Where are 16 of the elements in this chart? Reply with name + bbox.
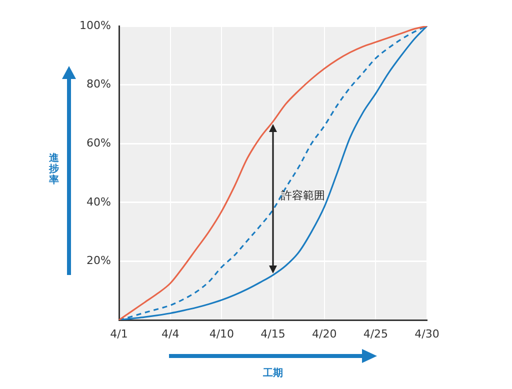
y-tick-label: 80% — [86, 78, 111, 91]
x-tick-label: 4/25 — [363, 327, 388, 340]
annotation: 許容範囲 — [281, 189, 325, 202]
x-tick-label: 4/4 — [161, 327, 180, 340]
x-tick-label: 4/30 — [414, 327, 440, 340]
x-tick-label: 4/1 — [110, 327, 128, 340]
x-tick-label: 4/15 — [260, 327, 286, 340]
y-tick-label: 100% — [80, 18, 111, 32]
y-tick-label: 60% — [86, 136, 111, 150]
x-tick-label: 4/20 — [312, 327, 337, 340]
y-tick-label: 40% — [86, 195, 111, 208]
x-tick-label: 4/10 — [209, 327, 234, 340]
x-axis-title: 工期 — [263, 366, 283, 380]
y-axis-title: 進捗率 — [49, 152, 59, 186]
line-series — [118, 26, 428, 320]
y-tick-label: 20% — [86, 254, 111, 268]
